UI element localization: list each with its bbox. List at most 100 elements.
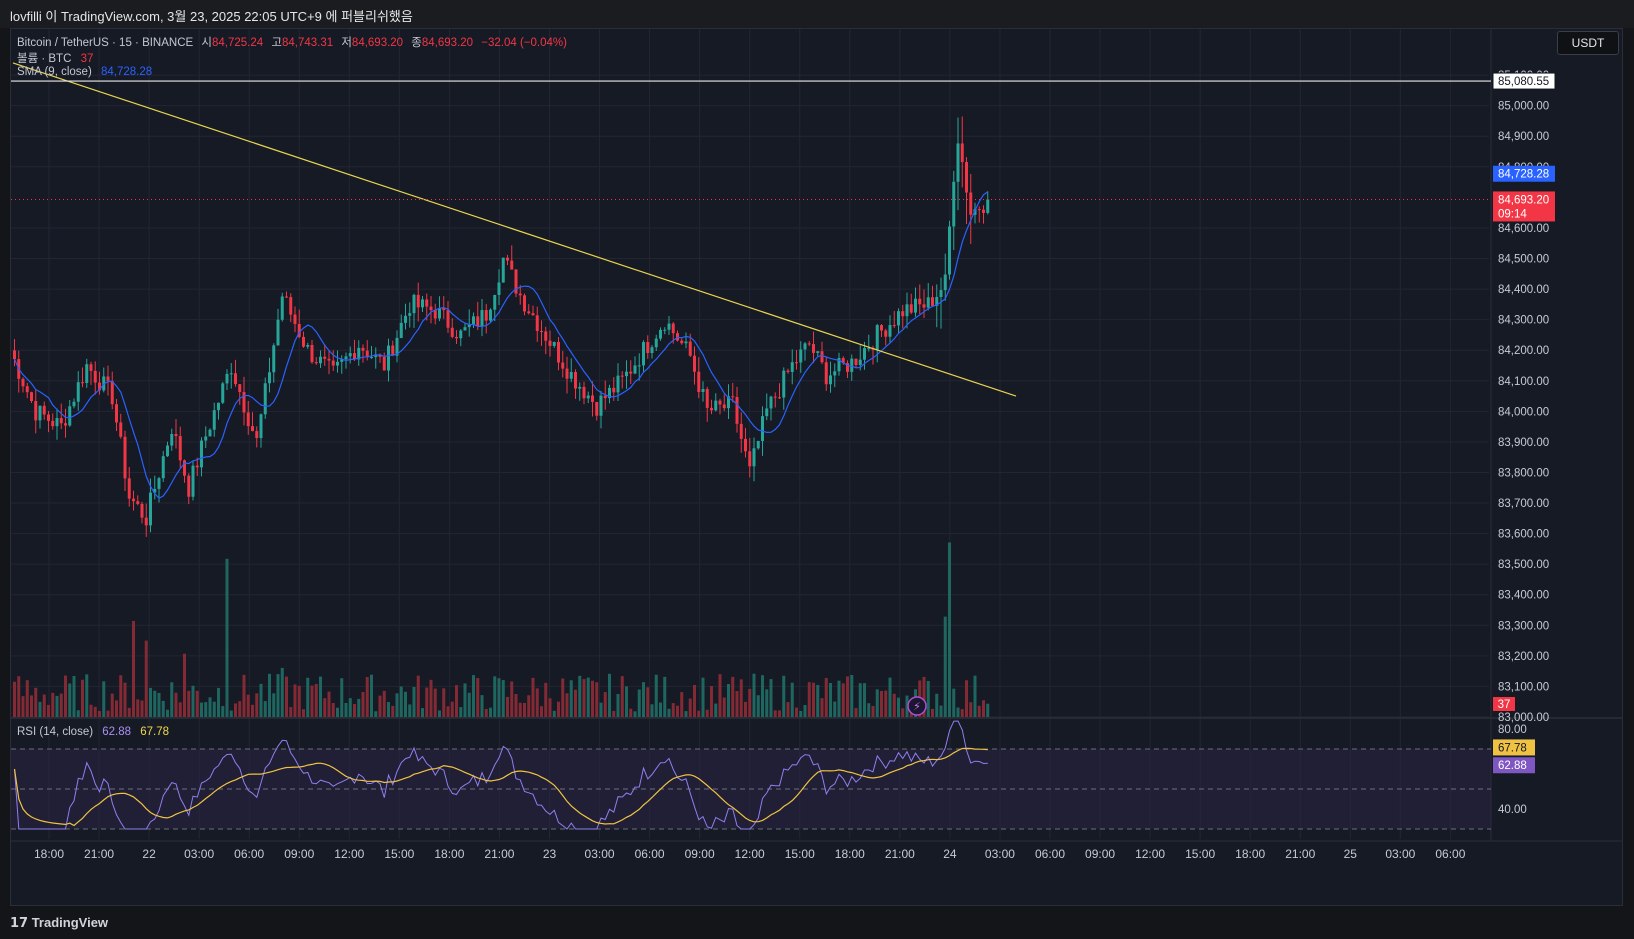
volume-bar	[510, 681, 514, 717]
volume-bar	[497, 678, 501, 717]
volume-bar	[905, 695, 909, 717]
horizontal-line[interactable]	[11, 80, 1491, 200]
volume-bar	[612, 710, 616, 717]
volume-bar	[238, 701, 242, 717]
volume-bar	[969, 702, 973, 717]
volume-bar	[799, 710, 803, 717]
candle-body	[518, 293, 522, 296]
legend-sma-row[interactable]: SMA (9, close) 84,728.28	[17, 66, 152, 78]
candle-body	[637, 365, 641, 367]
candle-body	[187, 475, 191, 497]
volume-bar	[302, 709, 305, 717]
price-tick-label: 83,700.00	[1498, 498, 1549, 510]
candle-body	[42, 405, 46, 415]
volume-bar	[472, 675, 475, 717]
time-tick-label: 22	[142, 847, 156, 861]
candle-body	[395, 337, 399, 356]
rsi-pane	[11, 720, 1491, 830]
symbol-title[interactable]: Bitcoin / TetherUS · 15 · BINANCE	[17, 37, 194, 49]
candle-body	[714, 400, 718, 411]
publish-header: lovfilli 이 TradingView.com, 3월 23, 2025 …	[0, 0, 1634, 28]
candle-body	[591, 395, 594, 402]
candle-body	[510, 260, 514, 270]
candle-body	[782, 370, 786, 398]
legend-rsi-row[interactable]: RSI (14, close) 62.88 67.78	[17, 726, 169, 738]
candle-body	[412, 294, 416, 314]
candle-body	[455, 336, 458, 339]
candle-body	[21, 378, 25, 387]
countdown-label-bg	[1493, 205, 1555, 222]
footer: 𝟭𝟳 TradingView	[0, 906, 1634, 939]
tradingview-logo[interactable]: 𝟭𝟳 TradingView	[10, 915, 108, 931]
candle-body	[548, 340, 552, 346]
volume-bar	[909, 711, 913, 717]
volume-label: 볼륨 · BTC	[17, 53, 72, 65]
candle-body	[166, 445, 169, 457]
candle-body	[72, 401, 76, 407]
volume-bar	[47, 704, 50, 717]
volume-bar	[956, 707, 960, 717]
volume-bar	[229, 710, 233, 717]
legend-volume-row[interactable]: 볼륨 · BTC 37	[17, 50, 93, 66]
volume-bar	[599, 702, 603, 717]
time-tick-label: 18:00	[1235, 847, 1265, 861]
volume-bar	[616, 693, 620, 717]
candle-body	[370, 357, 373, 359]
volume-bar	[153, 690, 157, 717]
volume-bar	[348, 698, 352, 717]
volume-bar	[268, 673, 271, 717]
volume-bar	[370, 674, 373, 717]
price-axis[interactable]: 85,100.0085,000.0084,900.0084,800.0084,6…	[1492, 70, 1556, 816]
volume-bar	[829, 683, 832, 717]
legend-main-row[interactable]: Bitcoin / TetherUS · 15 · BINANCE 시84,72…	[17, 34, 567, 50]
candle-body	[875, 325, 879, 350]
candle-body	[943, 274, 947, 291]
volume-bar	[867, 703, 871, 717]
volume-bar	[484, 708, 488, 717]
time-axis[interactable]: 18:00 21:00 22 03:00 06:00 09:00 12:00 15:00 18:…	[34, 847, 1466, 861]
volume-bar	[310, 685, 314, 717]
candle-body	[178, 436, 182, 461]
chart-canvas[interactable]: 85,100.0085,000.0084,900.0084,800.0084,6…	[11, 29, 1622, 905]
volume-bar	[438, 710, 441, 717]
time-tick-label: 06:00	[635, 847, 665, 861]
rsi-ma-axis-label-bg	[1493, 739, 1535, 756]
volume-bar	[824, 677, 828, 717]
candle-body	[986, 199, 990, 213]
volume-bar	[565, 693, 569, 717]
high-value: 84,743.31	[281, 37, 334, 49]
trendline[interactable]	[12, 62, 1017, 397]
volume-bar	[195, 690, 199, 717]
volume-bar	[561, 678, 565, 717]
candle-body	[646, 342, 650, 354]
candle-body	[408, 313, 412, 316]
candle-body	[795, 362, 798, 364]
volume-bar	[846, 676, 849, 717]
candle-body	[259, 414, 263, 439]
time-tick-label: 21:00	[84, 847, 114, 861]
volume-bar	[212, 701, 216, 717]
candle-body	[765, 408, 769, 417]
volume-bar	[319, 676, 322, 717]
candle-body	[208, 429, 212, 437]
candle-body	[212, 410, 216, 430]
volume-bar	[892, 693, 896, 717]
time-tick-label: 06:00	[1435, 847, 1465, 861]
candle-body	[297, 323, 301, 337]
volume-bar	[136, 699, 140, 717]
candle-body	[174, 434, 178, 437]
volume-bar	[446, 706, 450, 717]
lightning-icon[interactable]	[907, 696, 927, 716]
volume-bar	[722, 697, 726, 717]
candle-body	[47, 414, 50, 421]
currency-button[interactable]: USDT	[1557, 31, 1619, 55]
volume-bar	[790, 682, 794, 717]
volume-bar	[123, 682, 127, 717]
volume-bar	[21, 696, 25, 717]
volume-bar	[340, 678, 344, 717]
candle-body	[25, 386, 29, 393]
candle-body	[229, 373, 233, 375]
volume-bar	[450, 701, 454, 717]
volume-bar	[642, 682, 645, 717]
volume-bar	[820, 698, 824, 717]
